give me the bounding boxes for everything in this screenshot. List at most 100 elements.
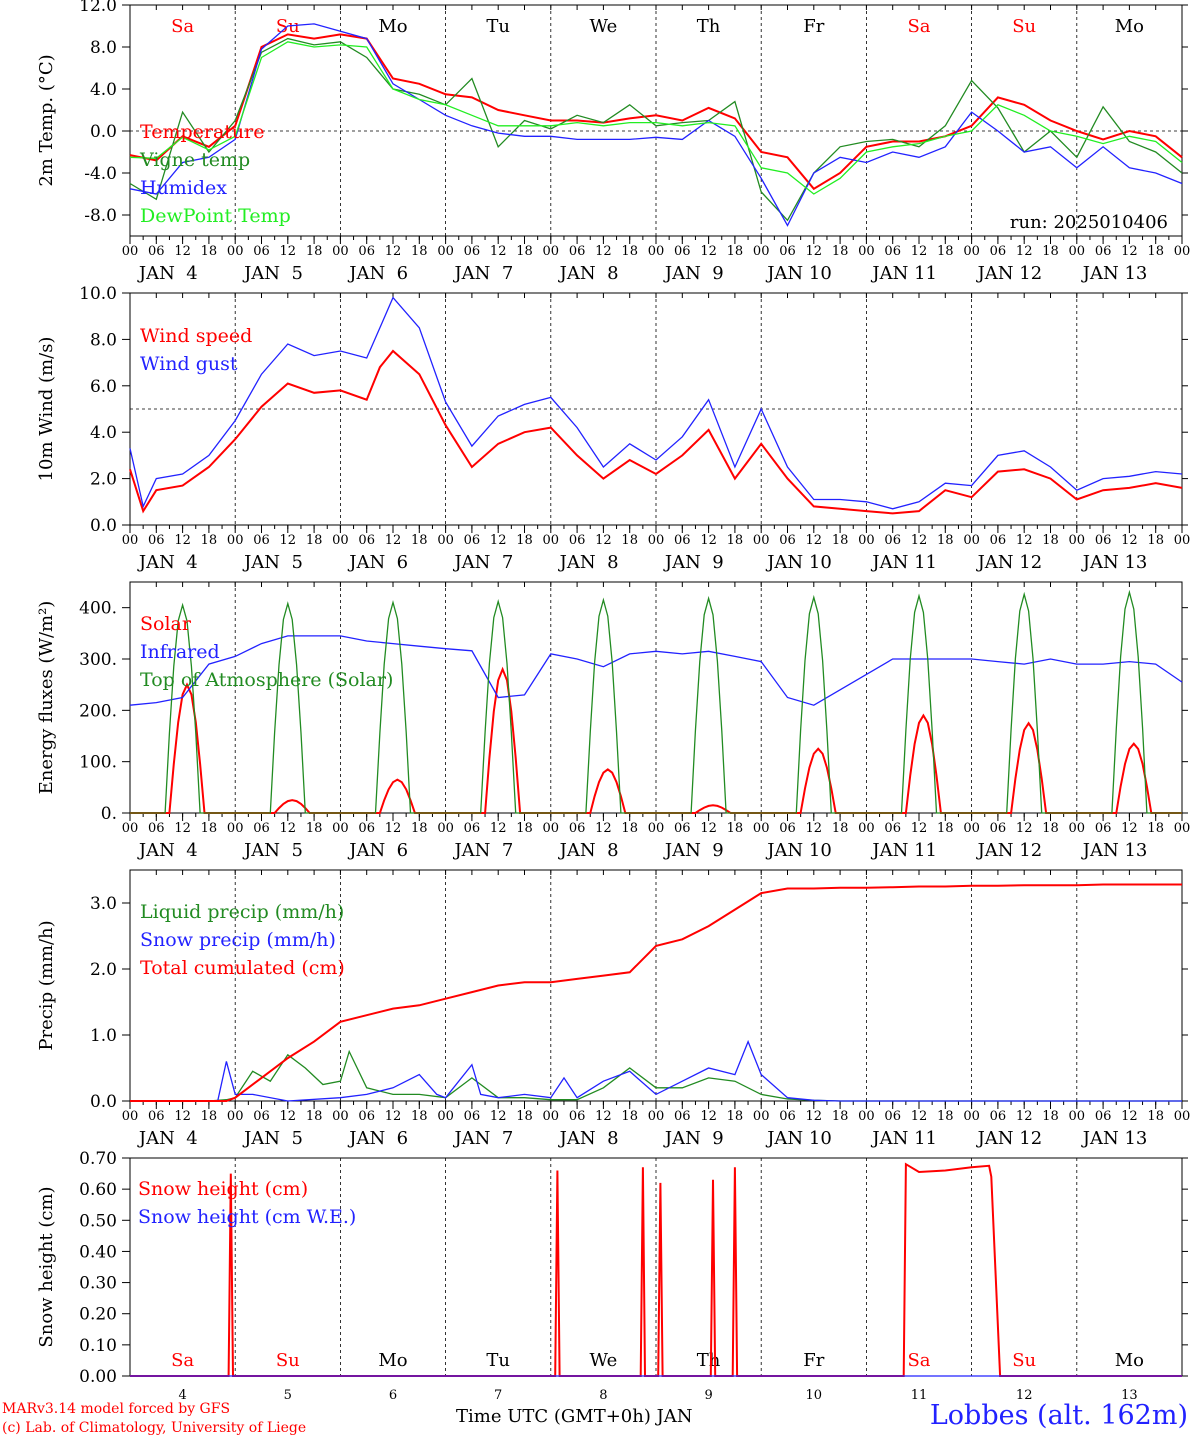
weekday-label: Mo [378, 1350, 407, 1371]
y-tick-label: 2.0 [90, 470, 117, 490]
hour-tick-label: 12 [806, 244, 823, 259]
day-label: JAN 10 [765, 263, 832, 284]
hour-tick-label: 18 [411, 821, 428, 836]
x-axis-title: Time UTC (GMT+0h) JAN [456, 1406, 693, 1427]
hour-tick-label: 06 [569, 244, 586, 259]
hour-tick-label: 12 [385, 1109, 402, 1124]
hour-tick-label: 06 [884, 533, 901, 548]
hour-tick-label: 12 [1121, 821, 1138, 836]
hour-tick-label: 12 [911, 1109, 928, 1124]
hour-tick-label: 12 [174, 533, 191, 548]
day-label: JAN 10 [765, 552, 832, 573]
day-number: 10 [806, 1388, 823, 1403]
hour-tick-label: 00 [963, 1109, 980, 1124]
hour-tick-label: 06 [990, 1109, 1007, 1124]
hour-tick-label: 00 [122, 533, 139, 548]
hour-tick-label: 00 [858, 533, 875, 548]
y-tick-label: 0.50 [79, 1211, 117, 1231]
hour-tick-label: 12 [700, 533, 717, 548]
day-label: JAN 4 [137, 840, 198, 861]
y-tick-label: 0.70 [79, 1149, 117, 1169]
hour-tick-label: 12 [280, 821, 297, 836]
y-tick-label: 0.60 [79, 1180, 117, 1200]
y-tick-label: 100. [79, 753, 117, 773]
hour-tick-label: 18 [727, 533, 744, 548]
hour-tick-label: 00 [227, 821, 244, 836]
hour-tick-label: 00 [122, 244, 139, 259]
day-label: JAN 5 [242, 840, 303, 861]
day-label: JAN 8 [558, 840, 619, 861]
day-label: JAN 4 [137, 1128, 198, 1149]
legend-entry: Snow height (cm) [138, 1178, 308, 1200]
day-number: 5 [284, 1388, 292, 1403]
hour-tick-label: 12 [700, 1109, 717, 1124]
day-number: 12 [1016, 1388, 1033, 1403]
hour-tick-label: 18 [1042, 533, 1059, 548]
hour-tick-label: 00 [648, 821, 665, 836]
hour-tick-label: 18 [1147, 533, 1164, 548]
hour-tick-label: 12 [1121, 1109, 1138, 1124]
day-label: JAN 12 [976, 263, 1043, 284]
legend-entry: Vigne temp [139, 149, 250, 171]
legend-entry: Solar [140, 613, 192, 635]
y-tick-label: 0.30 [79, 1274, 117, 1294]
y-tick-label: 4.0 [90, 80, 117, 100]
hour-tick-label: 12 [806, 1109, 823, 1124]
hour-tick-label: 18 [621, 1109, 638, 1124]
day-label: JAN 10 [765, 840, 832, 861]
day-number: 11 [911, 1388, 928, 1403]
y-axis-label: 2m Temp. (°C) [36, 54, 57, 186]
hour-tick-label: 00 [437, 1109, 454, 1124]
weekday-label: Tu [486, 1350, 510, 1371]
hour-tick-label: 18 [832, 1109, 849, 1124]
hour-tick-label: 00 [332, 1109, 349, 1124]
hour-tick-label: 06 [464, 533, 481, 548]
day-label: JAN 11 [870, 263, 937, 284]
hour-tick-label: 06 [148, 244, 165, 259]
hour-tick-label: 18 [832, 533, 849, 548]
hour-tick-label: 18 [1042, 244, 1059, 259]
hour-tick-label: 06 [569, 1109, 586, 1124]
hour-tick-label: 18 [937, 821, 954, 836]
series-line-vigne-temp [129, 37, 1183, 222]
hour-tick-label: 06 [464, 821, 481, 836]
hour-tick-label: 18 [1042, 821, 1059, 836]
hour-tick-label: 06 [990, 821, 1007, 836]
day-label: JAN 5 [242, 552, 303, 573]
legend-entry: Snow height (cm W.E.) [138, 1206, 356, 1228]
hour-tick-label: 06 [990, 533, 1007, 548]
legend-entry: Wind gust [140, 353, 238, 375]
weekday-label: Fr [803, 16, 824, 37]
hour-tick-label: 00 [437, 821, 454, 836]
hour-tick-label: 00 [858, 821, 875, 836]
day-label: JAN 8 [558, 552, 619, 573]
hour-tick-label: 06 [884, 244, 901, 259]
y-tick-label: 0. [101, 804, 117, 824]
hour-tick-label: 06 [358, 1109, 375, 1124]
legend-entry: Infrared [140, 641, 220, 663]
hour-tick-label: 12 [490, 821, 507, 836]
y-tick-label: 0.0 [90, 122, 117, 142]
hour-tick-label: 12 [595, 244, 612, 259]
hour-tick-label: 12 [490, 244, 507, 259]
hour-tick-label: 00 [122, 1109, 139, 1124]
series-line-temperature [129, 33, 1183, 191]
hour-tick-label: 18 [306, 821, 323, 836]
y-axis-label: Precip (mm/h) [36, 920, 57, 1050]
y-axis-label: Energy fluxes (W/m²) [36, 601, 57, 795]
y-tick-label: 300. [79, 650, 117, 670]
hour-tick-label: 18 [727, 244, 744, 259]
day-number: 7 [494, 1388, 502, 1403]
panel-5: Sa Su Mo Tu We Th Fr Sa Su Mo 4 5 6 7 8 9 10 11 12 13 0.70 0.… [36, 1149, 1188, 1403]
weekday-label: Th [697, 1350, 721, 1371]
y-tick-label: 10.0 [79, 284, 117, 304]
hour-tick-label: 06 [779, 1109, 796, 1124]
series-line-humidex [129, 23, 1183, 227]
hour-tick-label: 00 [227, 533, 244, 548]
y-tick-label: 12.0 [79, 0, 117, 16]
weekday-label: Mo [378, 16, 407, 37]
hour-tick-label: 18 [832, 821, 849, 836]
hour-tick-label: 06 [148, 821, 165, 836]
hour-tick-label: 12 [806, 821, 823, 836]
hour-tick-label: 00 [227, 244, 244, 259]
